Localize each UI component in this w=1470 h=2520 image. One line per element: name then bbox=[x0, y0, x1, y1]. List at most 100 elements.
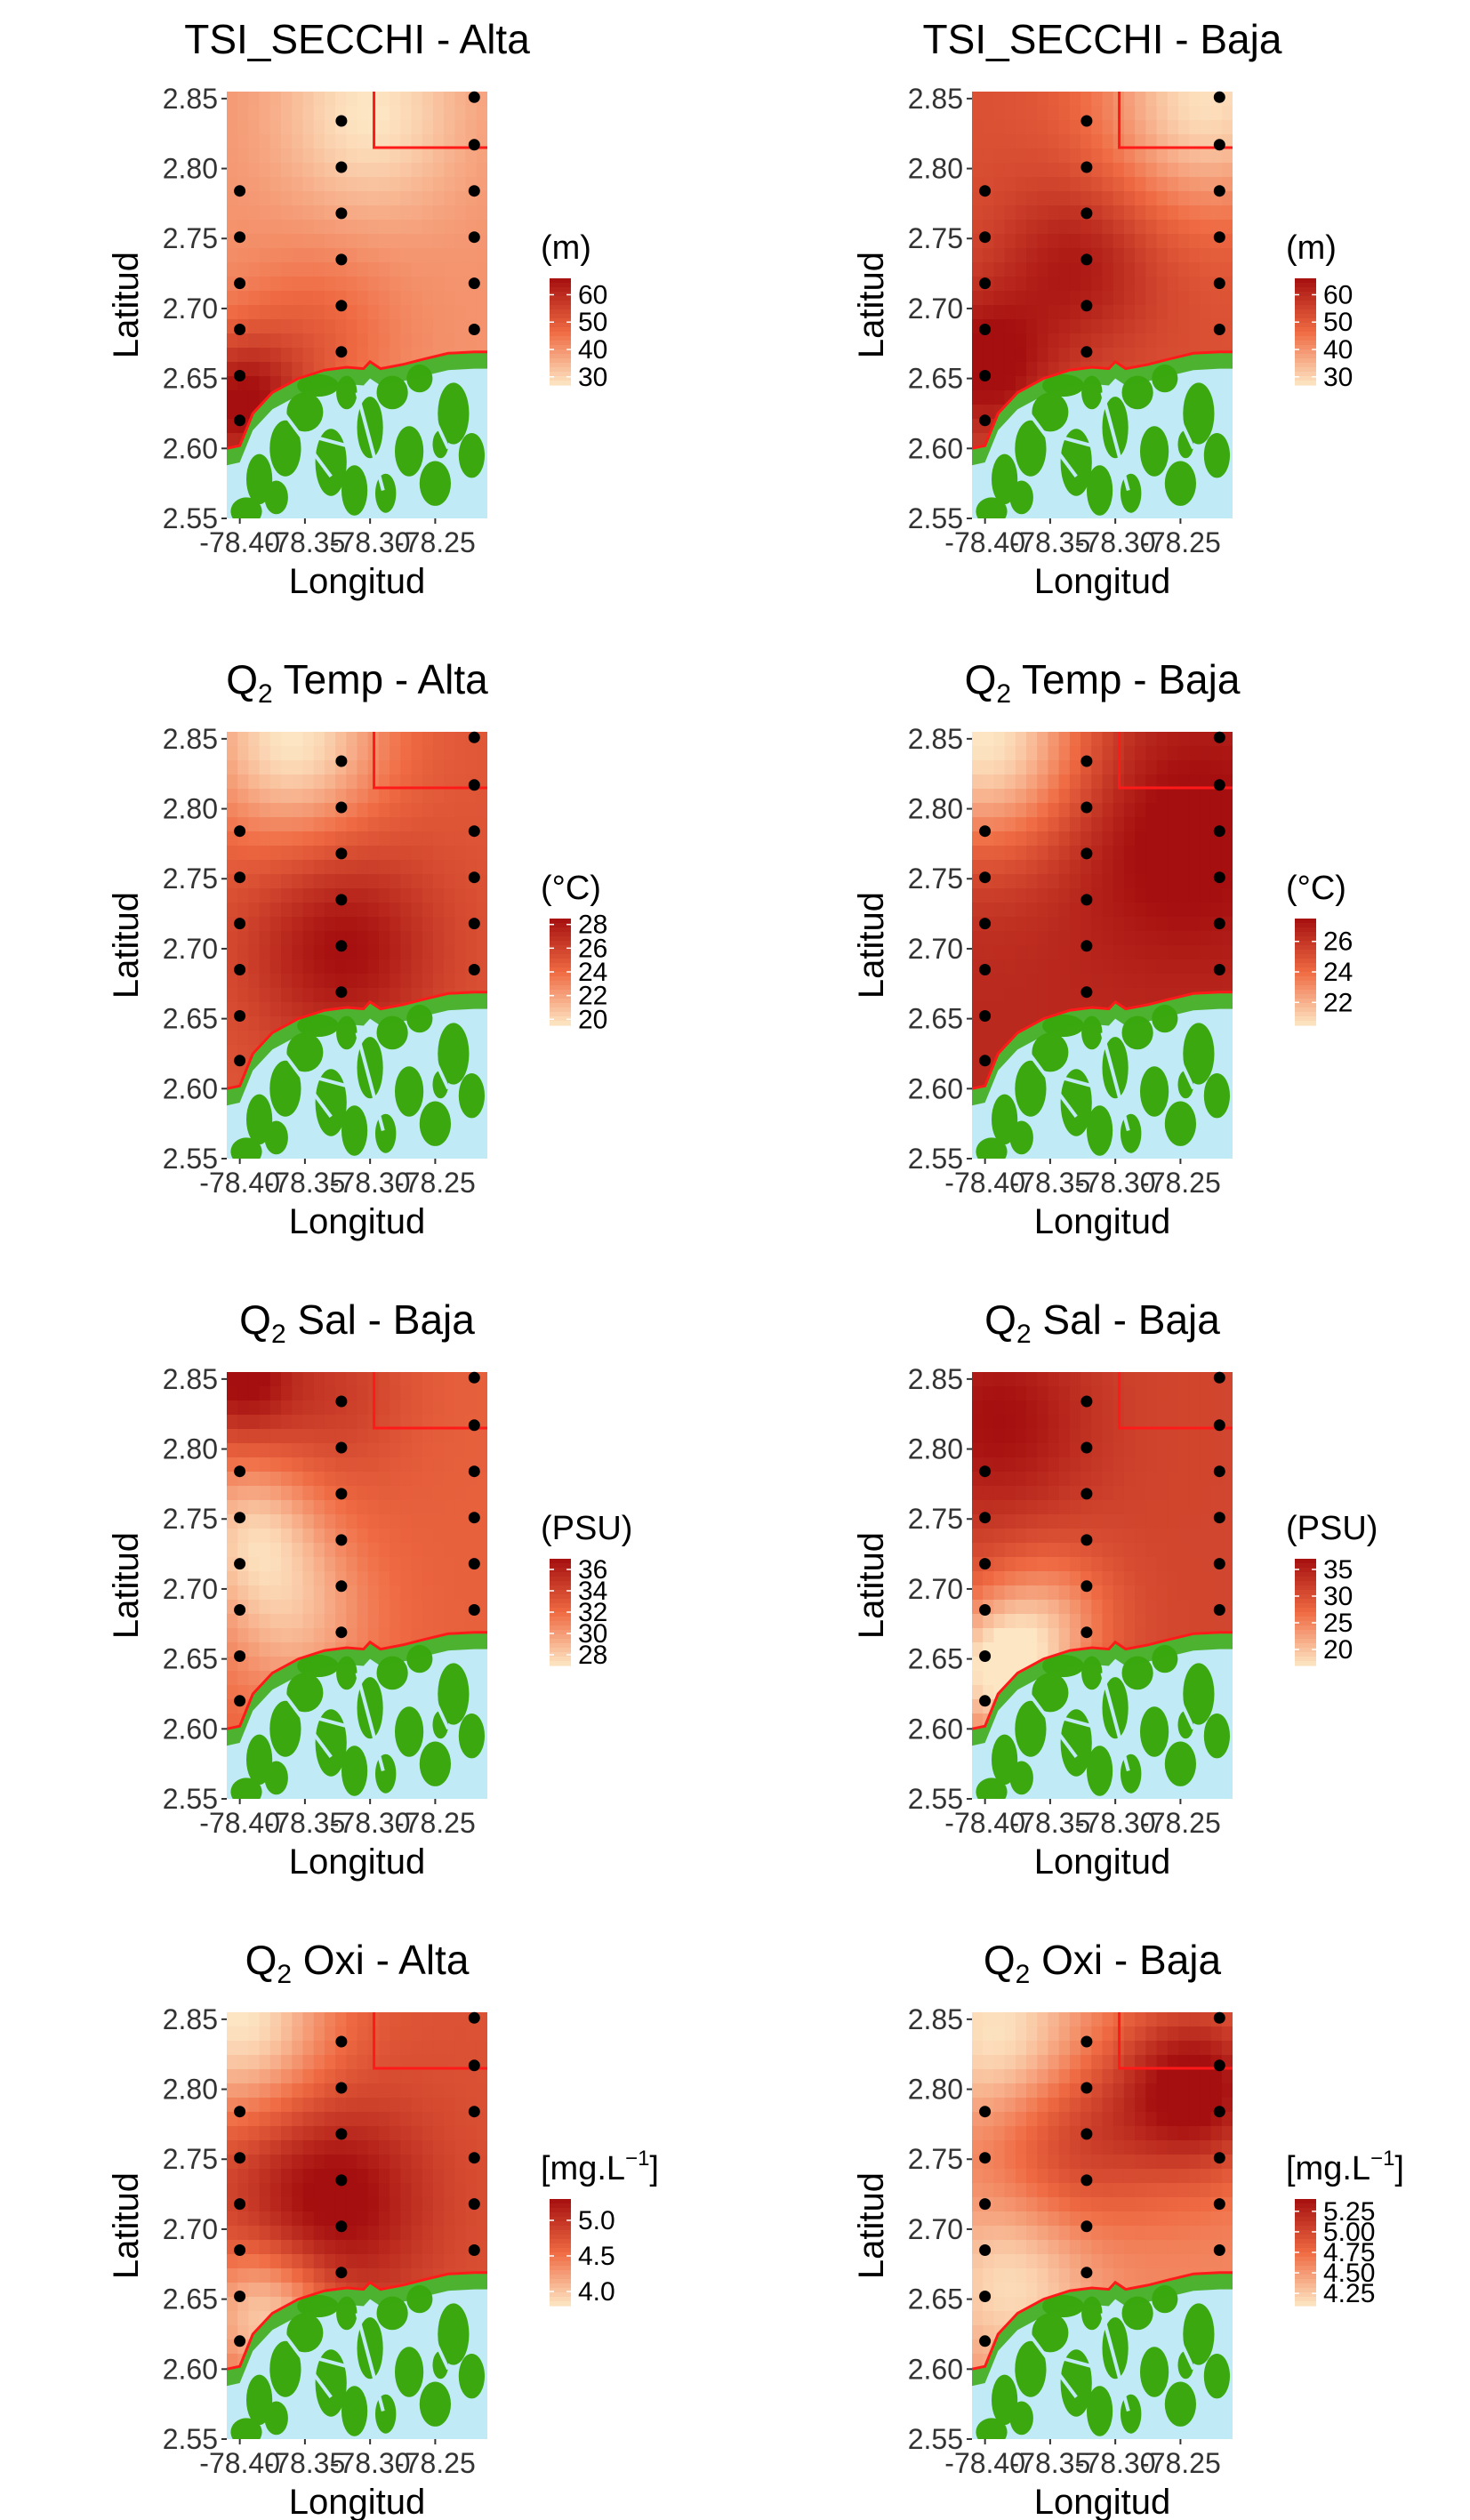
heat-cell bbox=[411, 831, 423, 847]
land-patch bbox=[395, 426, 424, 477]
legend-color-step bbox=[1295, 287, 1316, 293]
heat-cell bbox=[1048, 319, 1060, 334]
heat-cell bbox=[248, 1628, 261, 1643]
heat-cell bbox=[269, 1486, 282, 1501]
heat-cell bbox=[1026, 262, 1038, 277]
heat-cell bbox=[1037, 917, 1049, 932]
heat-cell bbox=[248, 134, 261, 149]
heat-cell bbox=[227, 1614, 238, 1629]
station-point bbox=[468, 779, 480, 791]
heat-cell bbox=[1145, 1386, 1158, 1401]
heat-cell bbox=[390, 1457, 401, 1473]
water-channel bbox=[304, 432, 358, 451]
legend-color-step bbox=[550, 1590, 571, 1595]
heat-cell bbox=[346, 974, 358, 989]
heat-cell bbox=[411, 319, 423, 334]
heat-cell bbox=[227, 760, 238, 775]
heat-cell bbox=[993, 120, 1006, 135]
heat-cell bbox=[1037, 277, 1049, 292]
heat-cell bbox=[422, 959, 434, 975]
heat-cell bbox=[1004, 1415, 1016, 1430]
heat-cell bbox=[227, 2055, 238, 2070]
legend-color-step bbox=[550, 923, 571, 928]
heat-cell bbox=[1177, 1514, 1190, 1529]
heat-cell bbox=[454, 803, 467, 818]
heat-cell bbox=[1200, 760, 1212, 775]
heat-cell bbox=[1004, 760, 1016, 775]
heat-cell bbox=[1037, 106, 1049, 121]
heat-cell bbox=[400, 1457, 413, 1473]
heat-cell bbox=[1135, 1543, 1146, 1558]
heat-cell bbox=[1177, 874, 1190, 889]
heat-cell bbox=[432, 931, 445, 946]
heat-cell bbox=[1145, 888, 1158, 903]
heat-cell bbox=[248, 888, 261, 903]
heat-cell bbox=[292, 1415, 304, 1430]
heat-cell bbox=[302, 803, 315, 818]
heat-cell bbox=[1015, 1600, 1027, 1615]
heat-cell bbox=[346, 234, 358, 249]
heat-cell bbox=[390, 319, 401, 334]
heat-cell bbox=[259, 262, 271, 277]
station-point bbox=[468, 1465, 480, 1478]
legend-color-step bbox=[550, 1630, 571, 1635]
heat-cell bbox=[346, 831, 358, 847]
legend-color-step bbox=[1295, 372, 1316, 377]
legend-label: 50 bbox=[1323, 308, 1353, 337]
heat-cell bbox=[237, 1443, 250, 1458]
legend-color-step bbox=[1295, 1648, 1316, 1653]
heat-cell bbox=[432, 148, 445, 164]
heat-cell bbox=[1156, 917, 1169, 932]
water-channel bbox=[355, 391, 385, 492]
heat-cell bbox=[390, 92, 401, 107]
legend-color-step bbox=[550, 1016, 571, 1022]
heat-cell bbox=[1004, 1642, 1016, 1657]
heat-cell bbox=[237, 390, 250, 405]
heat-cell bbox=[993, 177, 1006, 192]
legend-color-step bbox=[550, 341, 571, 346]
heat-cell bbox=[1221, 1614, 1233, 1629]
heat-cell bbox=[281, 220, 293, 235]
heat-cell bbox=[1123, 1415, 1136, 1430]
heat-cell bbox=[390, 291, 401, 306]
heat-cell bbox=[1102, 1472, 1114, 1487]
heat-cell bbox=[1080, 1429, 1092, 1444]
station-point bbox=[335, 847, 348, 860]
heat-cell bbox=[1037, 1386, 1049, 1401]
station-point bbox=[468, 1558, 480, 1570]
heat-cell bbox=[1221, 1529, 1233, 1544]
heat-cell bbox=[465, 120, 478, 135]
heat-cell bbox=[465, 1614, 478, 1629]
heat-cell bbox=[346, 191, 358, 206]
heat-cell bbox=[281, 1514, 293, 1529]
chart-title: TSI_SECCHI - Baja bbox=[923, 16, 1282, 62]
heat-cell bbox=[1058, 92, 1071, 107]
heat-cell bbox=[1091, 1543, 1104, 1558]
heat-cell bbox=[1200, 106, 1212, 121]
station-point bbox=[468, 91, 480, 103]
heat-cell bbox=[1156, 134, 1169, 149]
y-tick-label: 2.65 bbox=[908, 363, 963, 395]
heat-cell bbox=[1058, 1500, 1071, 1515]
heat-cell bbox=[476, 1443, 487, 1458]
heat-cell bbox=[972, 831, 984, 847]
station-point bbox=[1080, 894, 1093, 906]
heat-cell bbox=[1177, 248, 1190, 263]
heat-cell bbox=[1091, 1514, 1104, 1529]
land-patch bbox=[269, 1700, 301, 1757]
heat-cell bbox=[465, 1529, 478, 1544]
heat-cell bbox=[1200, 1372, 1212, 1387]
heat-cell bbox=[367, 248, 380, 263]
heat-cell bbox=[1156, 760, 1169, 775]
land-patch bbox=[1087, 1105, 1113, 1156]
heat-cell bbox=[1026, 1628, 1038, 1643]
heat-cell bbox=[227, 191, 238, 206]
heat-cell bbox=[346, 333, 358, 349]
heat-cell bbox=[1004, 917, 1016, 932]
heat-cell bbox=[465, 333, 478, 349]
heat-cell bbox=[313, 860, 325, 875]
heat-cell bbox=[367, 291, 380, 306]
heat-cell bbox=[1123, 134, 1136, 149]
heat-cell bbox=[1037, 1486, 1049, 1501]
heat-cell bbox=[1015, 220, 1027, 235]
